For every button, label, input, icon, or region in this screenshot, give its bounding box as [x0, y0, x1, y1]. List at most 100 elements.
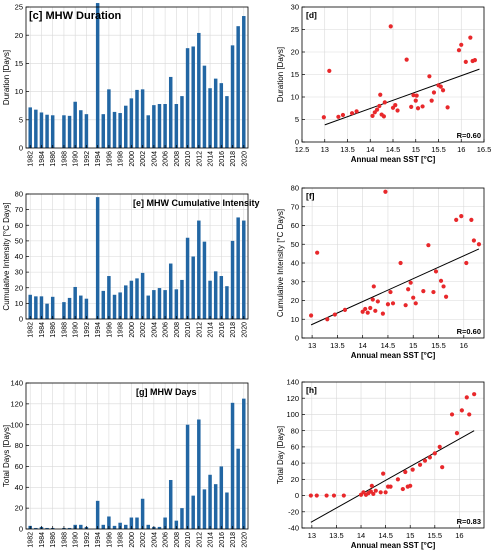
point-d-17 [395, 108, 400, 113]
panel-c: 0 5 10 15 20 25 1982 1984 1986 1988 1990 1992 1994 19… [2, 3, 249, 167]
point-f-29 [441, 284, 446, 289]
x-tick-label-g: 1988 [61, 532, 68, 548]
bar-c-2009 [180, 96, 184, 148]
bar-g-2003 [146, 524, 150, 529]
y-tick-label-h: -20 [288, 507, 299, 516]
bar-e-1992 [84, 298, 89, 319]
y-tick-label-h: 0 [295, 491, 299, 500]
point-h-28 [437, 444, 442, 449]
x-tick-label-f: 15.5 [431, 341, 446, 350]
point-h-26 [427, 455, 432, 460]
plot-frame-c [25, 6, 249, 149]
point-d-12 [381, 114, 386, 119]
panel-h: -40 -20 0 20 40 60 80 100 120 140 13 13.5 14 14.5 15 15… [276, 378, 485, 550]
point-h-12 [373, 488, 378, 493]
point-d-21 [413, 98, 418, 103]
x-tick-label-c: 1990 [73, 151, 80, 167]
bar-e-2015 [213, 271, 218, 319]
point-f-31 [454, 217, 459, 222]
y-tick-label-g: 20 [15, 504, 23, 513]
y-tick-label-h: 40 [291, 459, 299, 468]
x-tick-label-h: 15 [406, 531, 414, 540]
bar-g-1999 [124, 524, 128, 529]
point-h-2 [324, 493, 329, 498]
y-tick-label-d: 10 [291, 93, 299, 102]
point-f-34 [469, 217, 474, 222]
bar-e-2011 [191, 256, 195, 319]
x-tick-label-d: 15.5 [431, 145, 446, 154]
point-d-3 [340, 112, 346, 118]
bar-c-1995 [101, 114, 106, 148]
point-f-14 [383, 189, 388, 194]
x-tick-label-e: 1982 [28, 322, 35, 338]
y-tick-label-f: 10 [291, 315, 299, 324]
x-axis-label-f: Annual mean SST [°C] [351, 351, 436, 360]
y-tick-label-f: 60 [291, 221, 299, 230]
x-tick-label-g: 1982 [28, 532, 35, 548]
bar-g-2013 [202, 489, 207, 529]
point-f-26 [431, 289, 436, 295]
x-tick-label-g: 2018 [230, 532, 237, 548]
x-tick-label-d: 14.5 [386, 145, 401, 154]
bar-e-2017 [225, 286, 229, 319]
x-tick-label-g: 2016 [219, 532, 226, 548]
bar-e-2016 [219, 276, 224, 319]
point-f-11 [373, 308, 378, 313]
x-tick-label-g: 1986 [50, 532, 57, 548]
x-tick-label-e: 2016 [219, 322, 226, 338]
y-tick-label-d: 0 [295, 138, 299, 147]
bar-c-1988 [62, 115, 66, 148]
bar-g-2006 [163, 517, 167, 529]
bar-c-2002 [140, 89, 145, 148]
x-tick-label-c: 2008 [174, 151, 181, 167]
x-tick-label-h: 16 [455, 531, 463, 540]
y-axis-label-h: Total Day [Days] [276, 426, 285, 484]
bar-g-1991 [79, 524, 83, 529]
bar-e-2007 [168, 263, 173, 319]
bar-c-1982 [28, 107, 32, 148]
point-f-35 [471, 238, 476, 243]
point-d-34 [463, 59, 468, 64]
point-d-22 [414, 93, 419, 98]
y-tick-label-e: 30 [15, 268, 23, 277]
bar-e-2012 [197, 220, 201, 319]
x-tick-label-e: 2010 [185, 322, 192, 338]
bar-e-1990 [73, 286, 77, 319]
point-h-4 [341, 493, 346, 498]
x-tick-label-c: 1988 [61, 151, 68, 167]
x-tick-label-f: 16 [460, 341, 468, 350]
bar-e-1996 [107, 276, 111, 319]
point-d-33 [459, 42, 464, 47]
y-tick-label-f: 80 [291, 184, 299, 193]
bar-e-1988 [62, 302, 66, 319]
point-h-15 [383, 490, 388, 495]
y-tick-label-f: 50 [291, 240, 299, 249]
bar-g-1995 [101, 524, 106, 529]
y-tick-label-e: 80 [15, 190, 23, 199]
x-tick-label-g: 1996 [106, 532, 113, 548]
bar-e-1985 [45, 303, 49, 319]
point-d-18 [404, 57, 409, 62]
x-tick-label-e: 2014 [208, 322, 215, 338]
bar-c-2017 [225, 96, 229, 148]
bar-c-2018 [230, 45, 235, 148]
bar-e-2013 [202, 241, 207, 319]
point-d-8 [374, 107, 380, 112]
y-tick-label-h: 120 [286, 394, 299, 403]
y-tick-label-e: 0 [19, 315, 23, 324]
bar-c-2013 [202, 65, 207, 148]
bar-g-2018 [230, 402, 235, 529]
point-h-1 [314, 493, 319, 498]
x-tick-label-g: 1994 [95, 532, 102, 548]
x-tick-label-d: 14 [366, 145, 374, 154]
bar-e-2009 [180, 279, 184, 319]
point-d-2 [336, 114, 341, 119]
bar-c-2000 [129, 98, 134, 148]
point-h-10 [369, 483, 374, 488]
point-f-17 [390, 301, 396, 306]
point-f-13 [380, 311, 385, 316]
y-tick-label-e: 60 [15, 221, 23, 230]
point-h-33 [464, 395, 469, 400]
x-axis-label-d: Annual mean SST [°C] [351, 155, 436, 164]
